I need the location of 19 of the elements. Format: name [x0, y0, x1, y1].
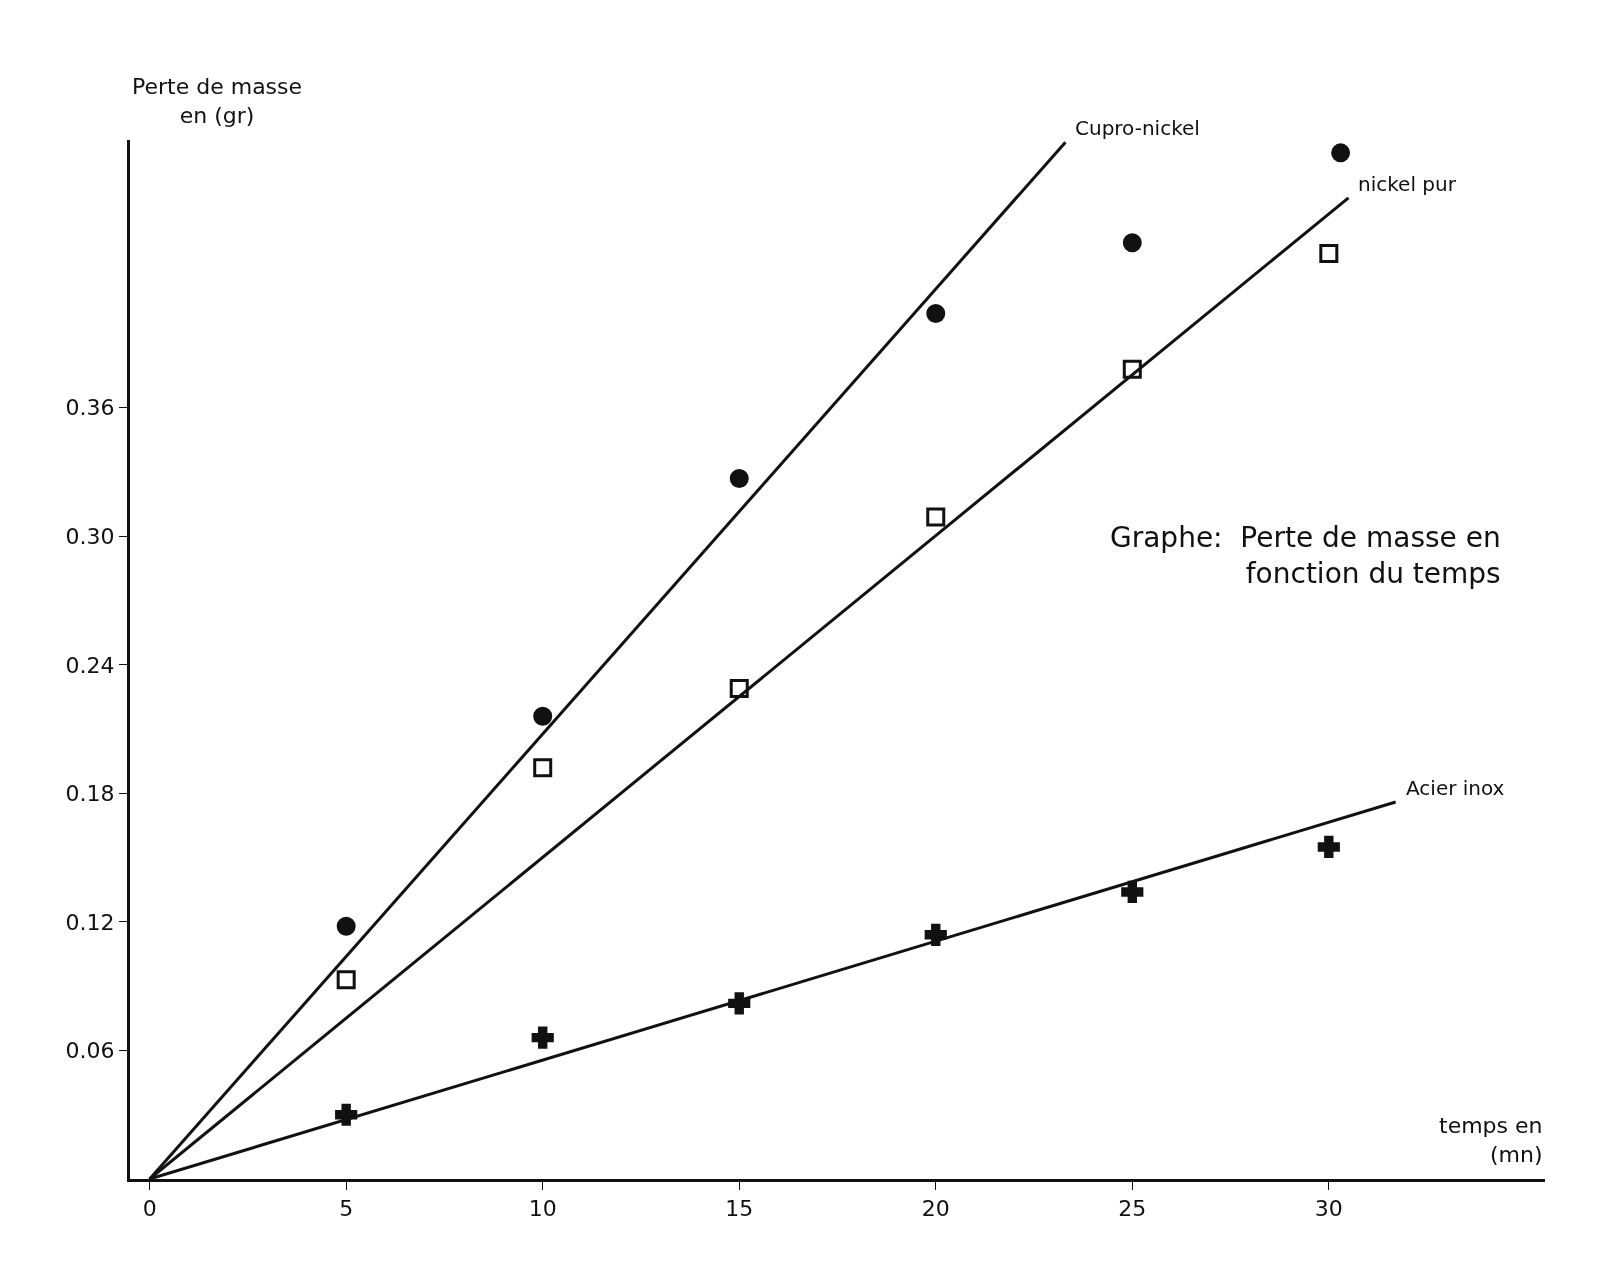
x-tick-label: 10 — [528, 1196, 557, 1222]
series-label: Acier inox — [1406, 776, 1505, 800]
series-label: Cupro-nickel — [1075, 116, 1200, 140]
y-tick-label: 0.36 — [65, 395, 115, 421]
x-axis-title: temps en (mn) — [1439, 1113, 1543, 1167]
y-tick-label: 0.18 — [65, 781, 115, 807]
x-tick-label: 30 — [1314, 1196, 1343, 1222]
text: Graphe: Perte de masse en fonction du temps — [1110, 521, 1501, 591]
y-tick-label: 0.24 — [65, 652, 115, 678]
series-label: nickel pur — [1358, 172, 1457, 196]
x-tick-label: 15 — [725, 1196, 754, 1222]
y-tick-label: 0.12 — [65, 909, 115, 935]
x-tick-label: 25 — [1118, 1196, 1147, 1222]
x-tick-label: 20 — [921, 1196, 950, 1222]
x-tick-label: 0 — [142, 1196, 157, 1222]
y-axis-title: Perte de masse en (gr) — [132, 74, 303, 128]
y-tick-label: 0.06 — [65, 1038, 115, 1064]
x-tick-label: 5 — [339, 1196, 354, 1222]
y-tick-label: 0.30 — [65, 524, 115, 550]
